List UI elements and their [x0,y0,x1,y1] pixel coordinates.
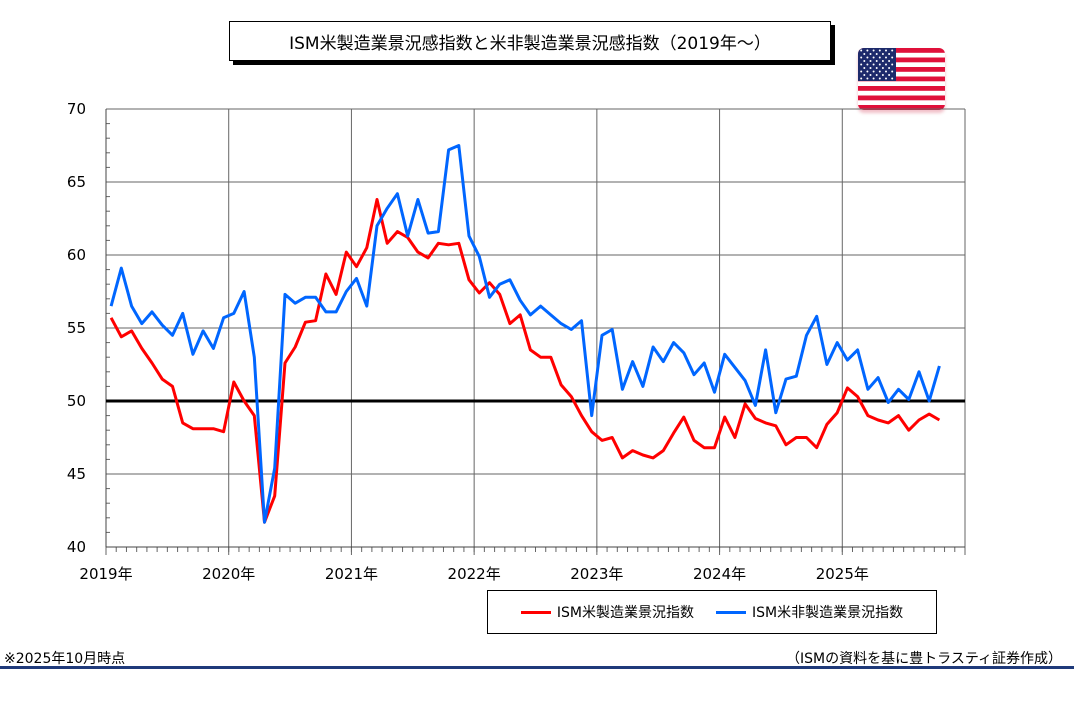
x-tick-label: 2020年 [202,565,255,583]
legend-label: ISM米非製造業景況指数 [752,605,904,621]
legend-swatch-red [520,610,551,614]
x-tick-label: 2019年 [79,565,132,583]
y-tick-label: 65 [67,173,86,191]
series-line-services [109,144,941,524]
legend-item-manufacturing: ISM米製造業景況指数 [520,602,694,622]
footnote-source: （ISMの資料を基に豊トラスティ証券作成） [786,651,1062,667]
chart-title: ISM米製造業景況感指数と米非製造業景況感指数（2019年～） [229,21,831,61]
us-flag-icon [858,48,945,110]
y-tick-label: 45 [67,465,86,483]
line-chart: 40 45 50 55 60 65 70 2019年 2020年 2021年 2022年 2023年 2… [67,100,966,583]
x-tick-label: 2021年 [325,565,378,583]
legend-label: ISM米製造業景況指数 [556,605,694,621]
legend: ISM米製造業景況指数 ISM米非製造業景況指数 [487,590,937,634]
y-tick-label: 40 [67,538,86,556]
footnote-date: ※2025年10月時点 [4,651,126,667]
x-tick-label: 2022年 [448,565,501,583]
x-tick-label: 2025年 [816,565,869,583]
y-tick-label: 55 [67,319,86,337]
legend-swatch-blue [716,610,746,614]
series-line-manufacturing [109,198,941,524]
y-tick-label: 70 [67,100,86,118]
legend-item-services: ISM米非製造業景況指数 [716,602,903,622]
x-tick-label: 2023年 [570,565,623,583]
y-tick-label: 50 [67,392,86,410]
y-tick-label: 60 [67,246,86,264]
bottom-rule [0,666,1074,669]
x-tick-label: 2024年 [693,565,746,583]
